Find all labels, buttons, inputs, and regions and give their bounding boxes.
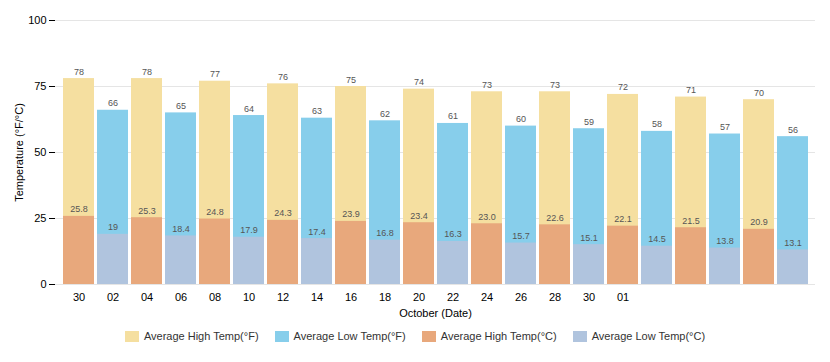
svg-text:15.1: 15.1 — [580, 233, 598, 243]
svg-text:25.8: 25.8 — [70, 204, 88, 214]
svg-text:64: 64 — [244, 104, 254, 114]
svg-text:73: 73 — [550, 80, 560, 90]
svg-text:76: 76 — [278, 72, 288, 82]
svg-text:21.5: 21.5 — [682, 216, 700, 226]
svg-text:12: 12 — [277, 291, 289, 303]
html-text:Average High Temp(°F): Average High Temp(°F) — [143, 330, 259, 342]
svg-text:25.3: 25.3 — [138, 206, 156, 216]
svg-text:58: 58 — [652, 119, 662, 129]
svg-text:23.0: 23.0 — [478, 212, 496, 222]
svg-text:October (Date): October (Date) — [399, 307, 472, 319]
svg-text:70: 70 — [754, 88, 764, 98]
svg-text:24: 24 — [481, 291, 493, 303]
svg-text:60: 60 — [516, 114, 526, 124]
svg-text:30: 30 — [73, 291, 85, 303]
svg-text:18.4: 18.4 — [172, 224, 190, 234]
svg-text:14.5: 14.5 — [648, 234, 666, 244]
svg-text:02: 02 — [107, 291, 119, 303]
svg-text:61: 61 — [448, 111, 458, 121]
svg-text:0: 0 — [40, 278, 46, 290]
svg-text:24.8: 24.8 — [206, 207, 224, 217]
svg-text:13.1: 13.1 — [784, 238, 802, 248]
svg-text:71: 71 — [686, 85, 696, 95]
svg-text:59: 59 — [584, 117, 594, 127]
svg-text:16.3: 16.3 — [444, 229, 462, 239]
svg-text:17.4: 17.4 — [308, 227, 326, 237]
svg-text:63: 63 — [312, 106, 322, 116]
svg-text:08: 08 — [209, 291, 221, 303]
svg-text:16: 16 — [345, 291, 357, 303]
svg-text:74: 74 — [414, 77, 424, 87]
svg-text:100: 100 — [28, 14, 46, 26]
svg-text:01: 01 — [617, 291, 629, 303]
svg-text:75: 75 — [346, 75, 356, 85]
svg-text:65: 65 — [176, 101, 186, 111]
svg-text:77: 77 — [210, 69, 220, 79]
svg-text:78: 78 — [142, 67, 152, 77]
svg-text:18: 18 — [379, 291, 391, 303]
html-text:Average Low Temp(°F): Average Low Temp(°F) — [293, 330, 406, 342]
svg-text:10: 10 — [243, 291, 255, 303]
svg-text:Temperature (°F/°C): Temperature (°F/°C) — [13, 103, 25, 202]
svg-text:22: 22 — [447, 291, 459, 303]
svg-text:06: 06 — [175, 291, 187, 303]
svg-text:23.4: 23.4 — [410, 211, 428, 221]
svg-text:66: 66 — [108, 98, 118, 108]
svg-text:22.6: 22.6 — [546, 213, 564, 223]
svg-text:17.9: 17.9 — [240, 225, 258, 235]
html-text:Average Low Temp(°C): Average Low Temp(°C) — [591, 330, 706, 342]
svg-text:73: 73 — [482, 80, 492, 90]
svg-text:16.8: 16.8 — [376, 228, 394, 238]
svg-text:19: 19 — [108, 222, 118, 232]
svg-text:15.7: 15.7 — [512, 231, 530, 241]
svg-text:20.9: 20.9 — [750, 217, 768, 227]
svg-text:14: 14 — [311, 291, 323, 303]
svg-text:57: 57 — [720, 122, 730, 132]
svg-text:78: 78 — [74, 67, 84, 77]
svg-text:25: 25 — [34, 212, 46, 224]
svg-text:26: 26 — [515, 291, 527, 303]
svg-text:24.3: 24.3 — [274, 208, 292, 218]
svg-text:20: 20 — [413, 291, 425, 303]
svg-text:72: 72 — [618, 82, 628, 92]
svg-text:62: 62 — [380, 109, 390, 119]
svg-text:04: 04 — [141, 291, 153, 303]
svg-text:56: 56 — [788, 125, 798, 135]
svg-text:23.9: 23.9 — [342, 209, 360, 219]
svg-text:13.8: 13.8 — [716, 236, 734, 246]
svg-text:30: 30 — [583, 291, 595, 303]
svg-text:28: 28 — [549, 291, 561, 303]
svg-text:50: 50 — [34, 146, 46, 158]
html-text:Average High Temp(°C): Average High Temp(°C) — [440, 330, 557, 342]
svg-text:22.1: 22.1 — [614, 214, 632, 224]
svg-text:75: 75 — [34, 80, 46, 92]
